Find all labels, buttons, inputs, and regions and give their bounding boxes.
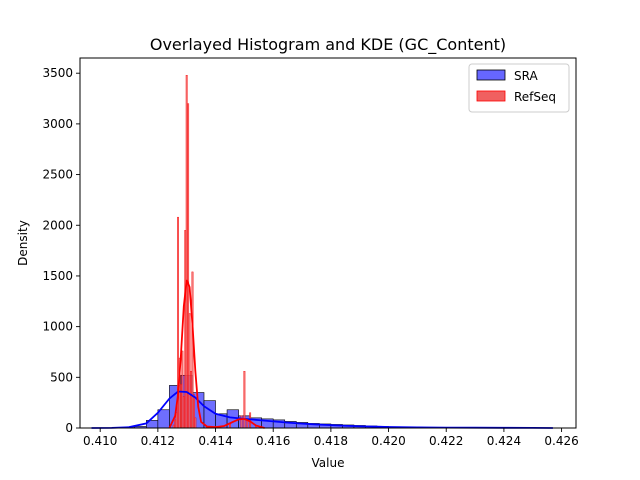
sra-bar (157, 409, 170, 429)
y-tick-label: 1500 (42, 269, 73, 283)
refseq-bar (182, 396, 185, 429)
refseq-bar (192, 394, 195, 429)
x-tick-label: 0.418 (314, 434, 348, 448)
refseq-bar (191, 271, 194, 429)
x-axis-label: Value (312, 456, 345, 470)
legend: SRA RefSeq (468, 63, 570, 113)
refseq-bar (194, 417, 197, 429)
y-tick-label: 2000 (42, 218, 73, 232)
x-tick-label: 0.426 (544, 434, 578, 448)
y-tick-label: 2500 (42, 168, 73, 182)
legend-swatch-sra (476, 69, 506, 81)
refseq-bar (181, 350, 184, 429)
legend-label-refseq: RefSeq (514, 90, 556, 104)
chart-title: Overlayed Histogram and KDE (GC_Content) (150, 35, 506, 55)
refseq-bar (229, 423, 231, 429)
refseq-kde-line (168, 279, 265, 429)
y-tick-label: 3500 (42, 66, 73, 80)
x-tick-label: 0.412 (141, 434, 175, 448)
y-tick-label: 1000 (42, 320, 73, 334)
refseq-bar (190, 371, 192, 429)
y-tick-label: 0 (65, 421, 73, 435)
refseq-bar (174, 419, 177, 429)
y-tick-label: 3000 (42, 117, 73, 131)
refseq-bar (188, 313, 191, 429)
x-tick-label: 0.420 (371, 434, 405, 448)
legend-swatch-refseq (476, 90, 506, 102)
y-axis-label: Density (16, 220, 30, 266)
plot-frame (79, 57, 577, 429)
y-axis-ticks: 0 500 1000 1500 2000 2500 3000 3500 (42, 66, 80, 435)
refseq-bar (185, 75, 188, 429)
sra-bar (203, 400, 216, 429)
sra-kde-line (91, 390, 553, 429)
refseq-bar (184, 230, 187, 429)
x-axis-ticks: 0.410 0.412 0.414 0.416 0.418 0.420 0.422 0.424… (83, 428, 579, 448)
y-tick-label: 500 (50, 370, 73, 384)
legend-label-sra: SRA (514, 69, 538, 83)
refseq-bar (187, 103, 190, 429)
x-tick-label: 0.414 (198, 434, 232, 448)
x-tick-label: 0.422 (429, 434, 463, 448)
x-tick-label: 0.424 (487, 434, 521, 448)
x-tick-label: 0.410 (83, 434, 117, 448)
x-tick-label: 0.416 (256, 434, 290, 448)
